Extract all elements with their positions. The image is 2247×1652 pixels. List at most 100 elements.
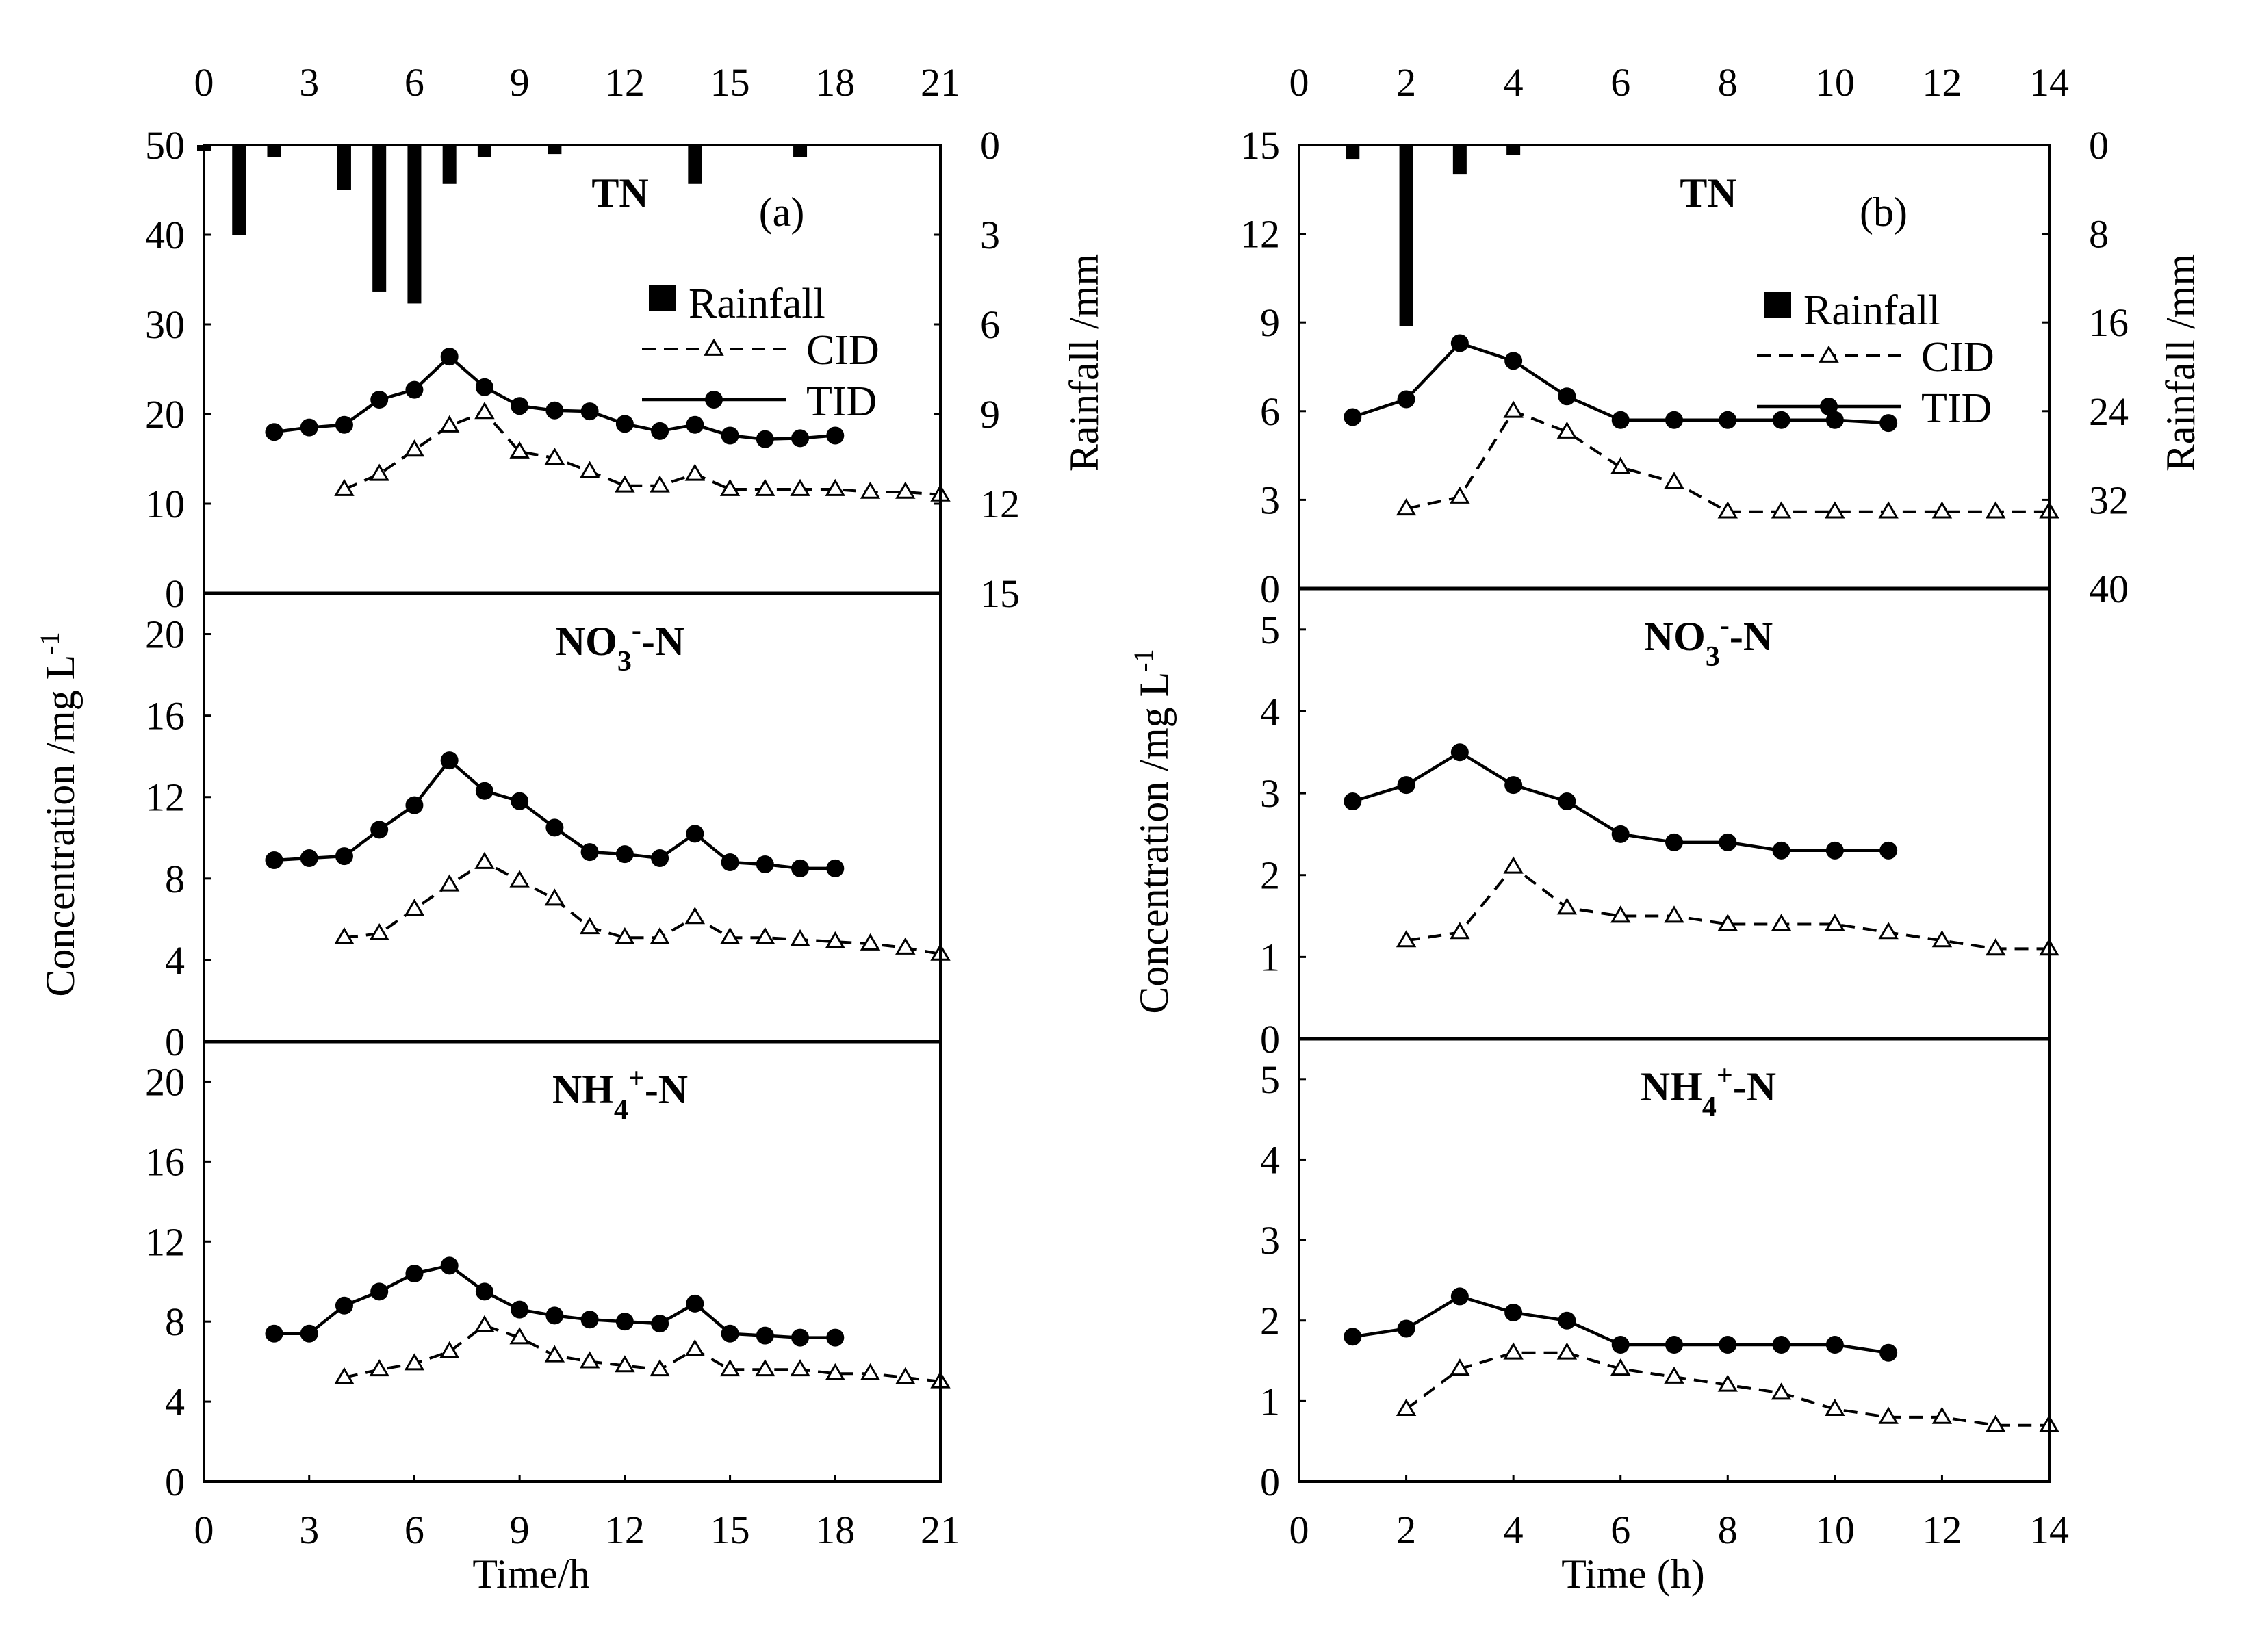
tid-point-tn xyxy=(511,397,529,415)
cid-point-nh4 xyxy=(895,1367,916,1384)
cid-point-tn xyxy=(895,481,916,499)
x-tick-label-top: 6 xyxy=(405,60,424,105)
subplot-title-tn: TN xyxy=(1680,170,1736,216)
rainfall-bar xyxy=(1506,145,1521,155)
tid-point-nh4 xyxy=(826,1328,845,1347)
y-tick-label-nh4: 0 xyxy=(165,1460,185,1504)
cid-point-nh4 xyxy=(1450,1358,1470,1376)
cid-point-no3 xyxy=(719,927,741,944)
cid-point-tn xyxy=(1717,501,1738,519)
cid-point-nh4 xyxy=(825,1363,846,1380)
cid-point-nh4 xyxy=(1878,1406,1899,1424)
subplot-title-part: NO xyxy=(1644,614,1706,659)
tid-point-tn xyxy=(686,415,704,434)
cid-point-nh4 xyxy=(1771,1382,1792,1400)
cid-point-tn xyxy=(1396,498,1417,516)
tid-point-tn xyxy=(1665,411,1683,429)
y-tick-label-nh4: 2 xyxy=(1260,1299,1280,1343)
x-tick-label-bottom: 9 xyxy=(510,1508,530,1552)
tid-point-no3 xyxy=(370,821,389,839)
subplot-title-part: -N xyxy=(1730,614,1773,659)
y-axis-title-panel-b: Concentration /mg L-1 xyxy=(1128,649,1177,1014)
tid-point-no3 xyxy=(756,855,774,873)
legend-panel-b: Rainfall CID TID xyxy=(1757,287,1994,432)
cid-point-no3 xyxy=(1931,930,1953,948)
x-tick-label-top: 12 xyxy=(605,60,645,105)
y-tick-label-no3: 0 xyxy=(165,1020,185,1064)
rainfall-bar xyxy=(1346,145,1360,160)
cid-point-tn xyxy=(509,441,530,459)
y-tick-label-tn: 3 xyxy=(1260,478,1280,522)
x-tick-label-bottom: 0 xyxy=(1289,1508,1309,1552)
cid-point-nh4 xyxy=(615,1355,635,1373)
tid-point-tn xyxy=(1558,387,1576,406)
cid-point-no3 xyxy=(1450,922,1470,940)
cid-point-no3 xyxy=(334,927,355,944)
cid-point-nh4 xyxy=(1825,1398,1845,1416)
subplot-title-part: -N xyxy=(645,1067,688,1112)
rainfall-tick-label: 3 xyxy=(980,213,1000,257)
tid-point-nh4 xyxy=(686,1294,704,1313)
y-tick-label-tn: 30 xyxy=(145,302,185,347)
subplot-title-part: TN xyxy=(591,170,648,216)
y-tick-label-nh4: 8 xyxy=(165,1300,185,1344)
cid-point-nh4 xyxy=(369,1359,389,1377)
y-axis-title-text: Concentration /mg L xyxy=(1131,672,1177,1014)
y-tick-label-tn: 20 xyxy=(145,392,185,437)
cid-point-tn xyxy=(439,415,460,433)
tid-point-no3 xyxy=(1611,825,1630,843)
y-tick-label-tn: 40 xyxy=(145,213,185,257)
x-tick-label-bottom: 6 xyxy=(405,1508,424,1552)
rainfall-tick-label: 15 xyxy=(980,571,1020,616)
rainfall-bar xyxy=(793,145,808,157)
cid-point-no3 xyxy=(684,907,706,925)
cid-point-tn xyxy=(1771,501,1792,519)
y-tick-label-nh4: 12 xyxy=(145,1219,185,1264)
rainfall-bar xyxy=(1452,145,1467,175)
tid-point-nh4 xyxy=(440,1256,459,1275)
cid-point-no3 xyxy=(369,922,389,941)
subplot-title-no3: NO3--N xyxy=(1644,610,1773,673)
cid-point-no3 xyxy=(755,927,775,944)
legend-panel-a: Rainfall CID TID xyxy=(642,281,879,425)
tid-point-nh4 xyxy=(1504,1303,1523,1321)
tid-point-nh4 xyxy=(370,1282,389,1301)
y-tick-label-nh4: 5 xyxy=(1260,1057,1280,1102)
tid-point-no3 xyxy=(335,847,353,866)
cid-point-tn xyxy=(1985,501,2006,519)
tid-point-tn xyxy=(335,415,353,434)
cid-point-nh4 xyxy=(1396,1398,1417,1416)
cid-point-no3 xyxy=(1664,905,1684,923)
cid-point-tn xyxy=(1931,501,1953,519)
x-tick-label-bottom: 8 xyxy=(1718,1508,1738,1552)
tid-point-no3 xyxy=(265,851,283,870)
legend-tid-label: TID xyxy=(806,378,877,425)
tid-point-nh4 xyxy=(1450,1287,1469,1306)
cid-point-no3 xyxy=(1825,914,1845,931)
x-tick-label-top: 3 xyxy=(299,60,319,105)
cid-point-nh4 xyxy=(755,1359,775,1377)
cid-point-no3 xyxy=(474,851,495,869)
x-tick-label-top: 6 xyxy=(1610,60,1630,105)
x-tick-label-bottom: 18 xyxy=(815,1508,855,1552)
tid-point-no3 xyxy=(615,845,634,864)
cid-point-tn xyxy=(1556,421,1578,439)
tid-point-no3 xyxy=(1719,833,1737,851)
subplot-title-part: TN xyxy=(1680,170,1736,216)
cid-point-no3 xyxy=(895,937,916,955)
rainfall-bar xyxy=(337,145,351,190)
tid-point-no3 xyxy=(826,859,845,877)
tid-point-no3 xyxy=(1879,841,1898,860)
cid-point-no3 xyxy=(439,874,460,892)
y-tick-label-no3: 1 xyxy=(1260,935,1280,979)
y-tick-label-tn: 15 xyxy=(1240,123,1280,168)
cid-point-tn xyxy=(1664,472,1684,489)
rainfall-tick-label: 16 xyxy=(2089,300,2129,345)
x-tick-label-top: 0 xyxy=(194,60,214,105)
y-tick-label-no3: 4 xyxy=(1260,689,1280,734)
y-tick-label-no3: 0 xyxy=(1260,1017,1280,1061)
x-tick-label-bottom: 12 xyxy=(605,1508,645,1552)
tid-point-tn xyxy=(721,426,739,445)
cid-point-no3 xyxy=(860,933,881,951)
y-axis-title-text: Concentration /mg L xyxy=(38,655,83,997)
